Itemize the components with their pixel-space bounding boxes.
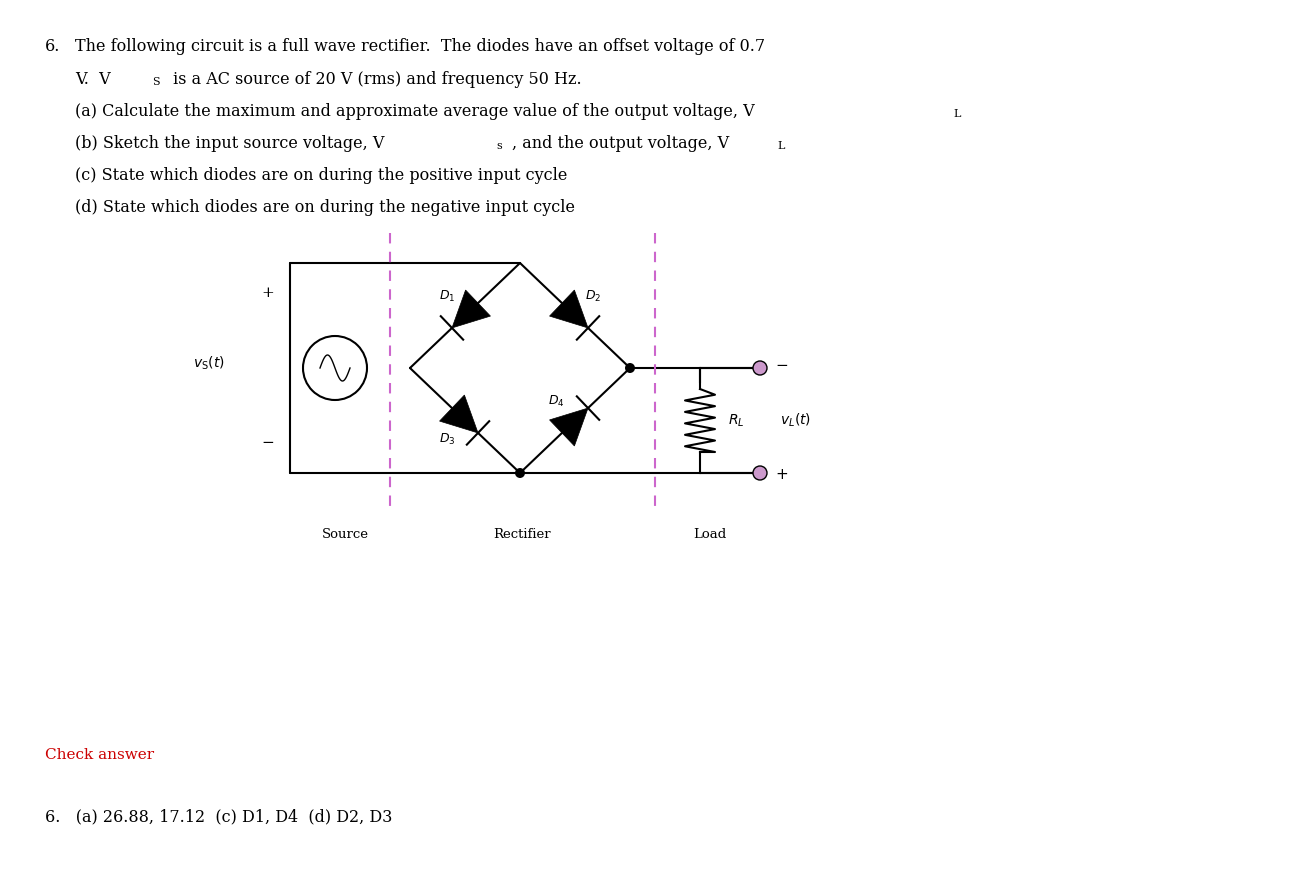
Polygon shape xyxy=(549,290,588,328)
Text: $D_4$: $D_4$ xyxy=(548,394,565,409)
Text: is a AC source of 20 V (rms) and frequency 50 Hz.: is a AC source of 20 V (rms) and frequen… xyxy=(168,71,581,88)
Text: The following circuit is a full wave rectifier.  The diodes have an offset volta: The following circuit is a full wave rec… xyxy=(75,38,766,55)
Text: 6.   (a) 26.88, 17.12  (c) D1, D4  (d) D2, D3: 6. (a) 26.88, 17.12 (c) D1, D4 (d) D2, D… xyxy=(45,808,392,825)
Text: Rectifier: Rectifier xyxy=(494,528,552,541)
Circle shape xyxy=(753,361,767,375)
Text: −: − xyxy=(775,358,788,373)
Circle shape xyxy=(516,468,525,478)
Text: Load: Load xyxy=(693,528,727,541)
Polygon shape xyxy=(440,395,478,433)
Text: (d) State which diodes are on during the negative input cycle: (d) State which diodes are on during the… xyxy=(75,199,575,216)
Circle shape xyxy=(625,363,635,373)
Text: , and the output voltage, V: , and the output voltage, V xyxy=(512,135,730,152)
Text: $D_2$: $D_2$ xyxy=(585,288,602,304)
Polygon shape xyxy=(549,408,588,446)
Text: Check answer: Check answer xyxy=(45,748,155,762)
Text: S: S xyxy=(152,77,160,87)
Circle shape xyxy=(753,466,767,480)
Text: −: − xyxy=(262,436,275,450)
Text: L: L xyxy=(953,109,960,119)
Text: L: L xyxy=(777,141,785,151)
Text: +: + xyxy=(262,286,275,300)
Text: V.  V: V. V xyxy=(75,71,111,88)
Polygon shape xyxy=(452,290,490,328)
Text: $D_3$: $D_3$ xyxy=(438,432,455,447)
Text: (c) State which diodes are on during the positive input cycle: (c) State which diodes are on during the… xyxy=(75,167,567,184)
Text: 6.: 6. xyxy=(45,38,61,55)
Text: s: s xyxy=(496,141,501,151)
Text: $R_L$: $R_L$ xyxy=(728,413,745,429)
Text: Source: Source xyxy=(321,528,369,541)
Text: $v_{\mathrm{S}}(t)$: $v_{\mathrm{S}}(t)$ xyxy=(193,355,226,371)
Text: +: + xyxy=(775,468,788,482)
Text: $v_L(t)$: $v_L(t)$ xyxy=(780,412,811,430)
Text: (a) Calculate the maximum and approximate average value of the output voltage, V: (a) Calculate the maximum and approximat… xyxy=(75,103,754,120)
Text: $D_1$: $D_1$ xyxy=(438,288,455,304)
Text: (b) Sketch the input source voltage, V: (b) Sketch the input source voltage, V xyxy=(75,135,384,152)
